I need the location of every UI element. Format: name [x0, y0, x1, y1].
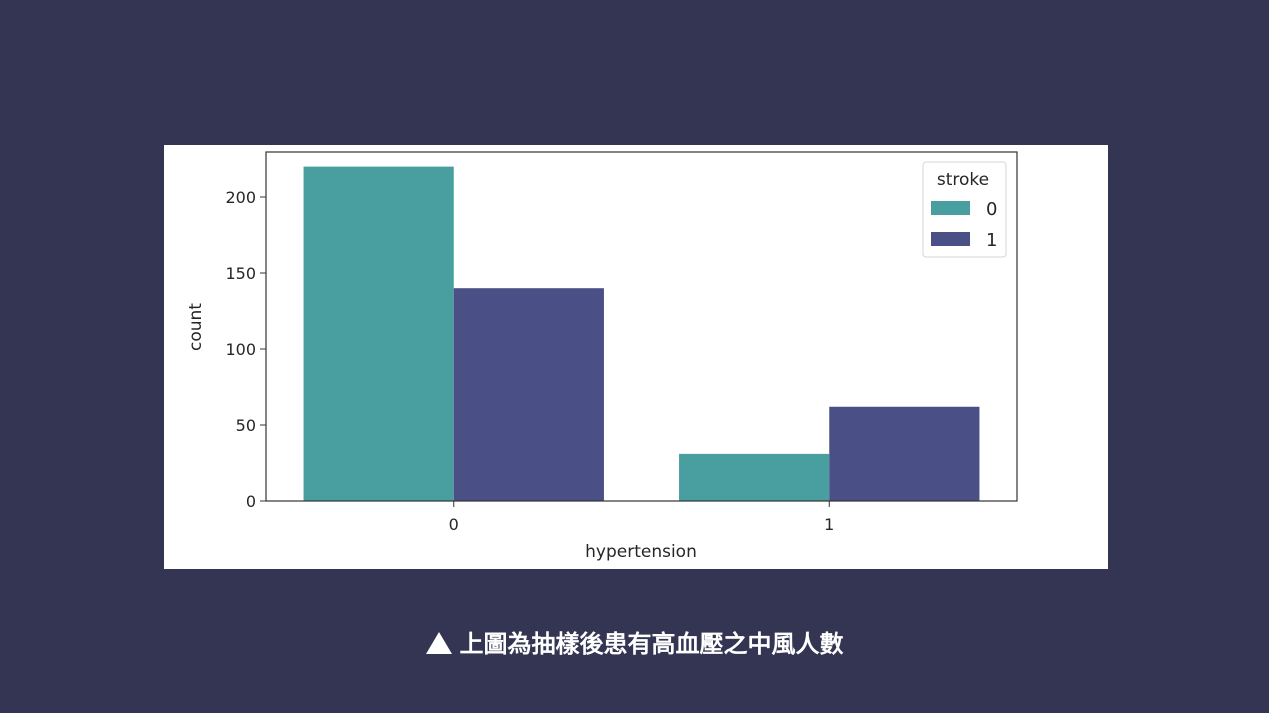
y-tick-label: 0 [246, 492, 256, 511]
legend-label-1: 1 [986, 230, 997, 251]
legend-label-0: 0 [986, 199, 997, 220]
legend-title: stroke [937, 170, 989, 190]
legend: stroke 01 [922, 161, 1007, 258]
bar-hypertension-0-stroke-0 [303, 166, 454, 501]
bars-layer [303, 166, 980, 501]
y-tick-label: 150 [225, 264, 256, 283]
bar-hypertension-0-stroke-1 [453, 288, 604, 501]
x-axis-label: hypertension [585, 542, 697, 562]
caption-text: 上圖為抽樣後患有高血壓之中風人數 [459, 629, 844, 658]
figure-caption: 上圖為抽樣後患有高血壓之中風人數 [0, 624, 1269, 664]
x-tick-label: 0 [449, 515, 459, 534]
y-tick-label: 200 [225, 188, 256, 207]
bar-hypertension-1-stroke-1 [829, 406, 980, 501]
y-tick-label: 100 [225, 340, 256, 359]
legend-swatch-1 [931, 232, 970, 246]
y-axis: 0 50 100 150 200 [225, 188, 266, 511]
x-tick-label: 1 [824, 515, 834, 534]
legend-items: 01 [931, 199, 997, 251]
triangle-up-icon [425, 632, 452, 654]
y-axis-label: count [186, 303, 206, 351]
plot-frame [265, 151, 1018, 502]
bar-hypertension-1-stroke-0 [679, 453, 830, 501]
legend-swatch-0 [931, 201, 970, 215]
y-tick-label: 50 [236, 416, 256, 435]
